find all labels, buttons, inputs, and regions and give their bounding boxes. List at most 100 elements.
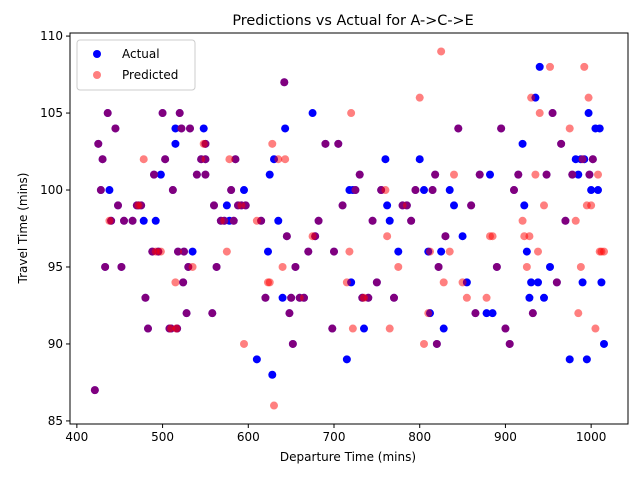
point-predicted bbox=[270, 401, 278, 410]
point-predicted bbox=[514, 170, 523, 179]
point-actual bbox=[415, 155, 424, 164]
plot-frame bbox=[69, 32, 629, 425]
point-predicted bbox=[534, 247, 542, 256]
point-predicted bbox=[171, 278, 180, 287]
point-actual bbox=[522, 247, 531, 256]
point-actual bbox=[540, 293, 548, 302]
legend-marker-actual bbox=[93, 50, 101, 58]
legend: Actual Predicted bbox=[76, 39, 196, 91]
point-actual bbox=[565, 355, 574, 364]
point-actual bbox=[437, 247, 446, 256]
point-predicted bbox=[210, 201, 218, 210]
point-actual bbox=[156, 170, 165, 179]
point-actual bbox=[278, 293, 287, 302]
point-actual bbox=[482, 309, 491, 318]
point-actual bbox=[188, 247, 197, 256]
point-predicted bbox=[261, 293, 270, 302]
point-predicted bbox=[458, 278, 467, 287]
legend-label-actual: Actual bbox=[122, 47, 160, 61]
y-tick-label: 90 bbox=[48, 337, 63, 351]
point-actual bbox=[252, 355, 261, 364]
legend-marker-predicted bbox=[93, 71, 101, 79]
point-actual bbox=[445, 186, 454, 195]
point-actual bbox=[420, 186, 428, 195]
point-actual bbox=[597, 278, 606, 287]
x-tick-label: 700 bbox=[323, 430, 346, 444]
point-predicted bbox=[304, 247, 313, 256]
x-axis-label: Departure Time (mins) bbox=[280, 450, 416, 464]
point-predicted bbox=[287, 293, 296, 302]
point-actual bbox=[525, 293, 534, 302]
point-predicted bbox=[437, 47, 446, 56]
point-predicted bbox=[492, 262, 501, 271]
point-actual bbox=[534, 278, 542, 287]
point-predicted bbox=[300, 293, 308, 302]
point-predicted bbox=[278, 262, 287, 271]
point-actual bbox=[578, 278, 587, 287]
point-predicted bbox=[568, 170, 577, 179]
point-actual bbox=[139, 216, 148, 225]
point-predicted bbox=[231, 155, 240, 164]
point-predicted bbox=[240, 339, 248, 348]
point-predicted bbox=[173, 324, 182, 333]
point-predicted bbox=[281, 155, 290, 164]
point-actual bbox=[582, 355, 591, 364]
point-predicted bbox=[540, 201, 548, 210]
point-predicted bbox=[531, 170, 540, 179]
point-actual bbox=[268, 370, 277, 379]
point-predicted bbox=[561, 216, 570, 225]
x-tick-label: 500 bbox=[151, 430, 174, 444]
point-actual bbox=[546, 262, 554, 271]
point-predicted bbox=[168, 186, 177, 195]
y-tick-label: 105 bbox=[40, 106, 63, 120]
point-actual bbox=[458, 232, 467, 241]
point-predicted bbox=[428, 186, 437, 195]
point-predicted bbox=[330, 247, 338, 256]
point-predicted bbox=[311, 232, 320, 241]
point-predicted bbox=[454, 124, 463, 133]
point-predicted bbox=[101, 262, 110, 271]
y-tick-label: 95 bbox=[48, 260, 63, 274]
point-actual bbox=[394, 247, 403, 256]
point-predicted bbox=[158, 109, 167, 118]
series-predicted bbox=[90, 47, 608, 410]
point-predicted bbox=[98, 155, 107, 164]
point-predicted bbox=[510, 186, 518, 195]
point-actual bbox=[240, 186, 248, 195]
point-predicted bbox=[450, 170, 458, 179]
point-predicted bbox=[528, 309, 537, 318]
point-predicted bbox=[445, 247, 454, 256]
point-actual bbox=[595, 124, 604, 133]
point-predicted bbox=[488, 232, 497, 241]
point-predicted bbox=[364, 293, 373, 302]
point-actual bbox=[486, 170, 494, 179]
point-predicted bbox=[179, 278, 188, 287]
point-predicted bbox=[535, 109, 544, 118]
point-actual bbox=[171, 124, 180, 133]
point-predicted bbox=[265, 278, 274, 287]
point-predicted bbox=[177, 124, 186, 133]
points-layer bbox=[90, 47, 608, 410]
point-predicted bbox=[257, 216, 266, 225]
point-predicted bbox=[591, 324, 600, 333]
point-predicted bbox=[594, 170, 602, 179]
point-predicted bbox=[120, 216, 128, 225]
point-predicted bbox=[471, 309, 480, 318]
point-predicted bbox=[94, 139, 103, 148]
point-predicted bbox=[587, 201, 596, 210]
point-predicted bbox=[291, 262, 300, 271]
point-predicted bbox=[576, 262, 585, 271]
legend-box bbox=[76, 39, 196, 91]
point-predicted bbox=[182, 309, 191, 318]
point-predicted bbox=[527, 93, 536, 102]
point-actual bbox=[274, 216, 283, 225]
point-predicted bbox=[274, 155, 283, 164]
point-predicted bbox=[518, 216, 527, 225]
point-predicted bbox=[338, 201, 347, 210]
point-predicted bbox=[314, 216, 323, 225]
point-actual bbox=[439, 324, 448, 333]
point-actual bbox=[527, 278, 536, 287]
x-axis: 400 500 600 700 800 900 1000 bbox=[65, 424, 606, 444]
point-predicted bbox=[225, 155, 234, 164]
